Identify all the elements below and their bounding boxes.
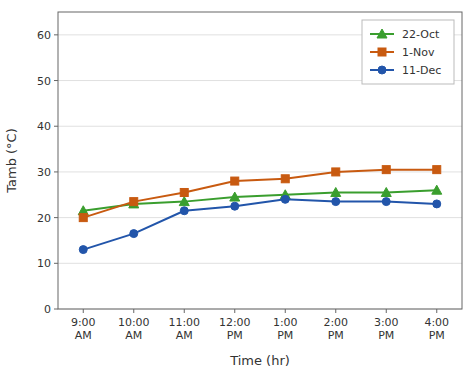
data-point — [130, 230, 138, 238]
data-point — [79, 246, 87, 254]
y-tick-label: 60 — [37, 29, 51, 42]
chart-container: 0 10 20 30 40 50 60 9:00AM 10:00AM 11:00AM 12:00PM… — [0, 0, 474, 373]
data-point — [281, 195, 289, 203]
data-point — [331, 187, 341, 196]
legend-label: 22-Oct — [402, 28, 440, 41]
data-point — [381, 187, 391, 196]
grid-line — [58, 126, 462, 127]
legend-label: 1-Nov — [402, 46, 435, 59]
x-tick-label: 3:00PM — [374, 316, 399, 342]
y-tick — [54, 309, 58, 310]
y-tick — [54, 217, 58, 218]
x-tick — [436, 309, 437, 313]
y-tick-label: 20 — [37, 212, 51, 225]
x-tick-label: 12:00PM — [219, 316, 251, 342]
legend-box — [362, 20, 454, 84]
x-tick — [83, 309, 84, 313]
data-point — [382, 198, 390, 206]
x-tick — [184, 309, 185, 313]
data-point — [281, 175, 289, 183]
y-tick-label: 30 — [37, 166, 51, 179]
data-point — [130, 198, 138, 206]
x-axis-label: Time (hr) — [229, 353, 290, 368]
y-tick-label: 40 — [37, 120, 51, 133]
x-tick-label: 1:00PM — [273, 316, 298, 342]
x-tick-label: 4:00PM — [424, 316, 449, 342]
data-point — [433, 166, 441, 174]
data-point — [332, 198, 340, 206]
legend-marker — [378, 66, 386, 74]
data-point — [230, 192, 240, 201]
series-line — [83, 170, 437, 218]
data-point — [180, 207, 188, 215]
x-tick — [234, 309, 235, 313]
plot-frame — [58, 12, 462, 309]
x-tick — [335, 309, 336, 313]
x-tick — [285, 309, 286, 313]
x-tick-label: 2:00PM — [323, 316, 348, 342]
x-tick — [133, 309, 134, 313]
y-tick — [54, 126, 58, 127]
y-tick-label: 0 — [44, 303, 51, 316]
data-point — [180, 188, 188, 196]
grid-line — [58, 217, 462, 218]
x-tick-label: 11:00AM — [168, 316, 200, 342]
y-tick — [54, 34, 58, 35]
chart: 0 10 20 30 40 50 60 9:00AM 10:00AM 11:00AM 12:00PM… — [0, 0, 474, 373]
y-tick — [54, 171, 58, 172]
y-tick-label: 50 — [37, 75, 51, 88]
legend: 22-Oct 1-Nov 11-Dec — [362, 20, 454, 84]
data-point — [433, 200, 441, 208]
x-tick-label: 9:00AM — [71, 316, 96, 342]
y-tick — [54, 263, 58, 264]
grid-line — [58, 263, 462, 264]
legend-marker — [378, 48, 386, 56]
grid — [58, 35, 462, 309]
data-point — [179, 197, 189, 206]
data-point — [79, 214, 87, 222]
y-tick — [54, 80, 58, 81]
data-point — [332, 168, 340, 176]
y-axis-label: Tamb (°C) — [4, 128, 19, 194]
plot-area — [78, 166, 442, 254]
x-tick-label: 10:00AM — [118, 316, 150, 342]
y-tick-label: 10 — [37, 257, 51, 270]
data-point — [432, 185, 442, 194]
grid-line — [58, 171, 462, 172]
series-line — [83, 199, 437, 249]
legend-marker — [377, 29, 387, 38]
data-point — [231, 177, 239, 185]
x-tick — [386, 309, 387, 313]
data-point — [231, 202, 239, 210]
data-point — [382, 166, 390, 174]
legend-label: 11-Dec — [402, 64, 441, 77]
